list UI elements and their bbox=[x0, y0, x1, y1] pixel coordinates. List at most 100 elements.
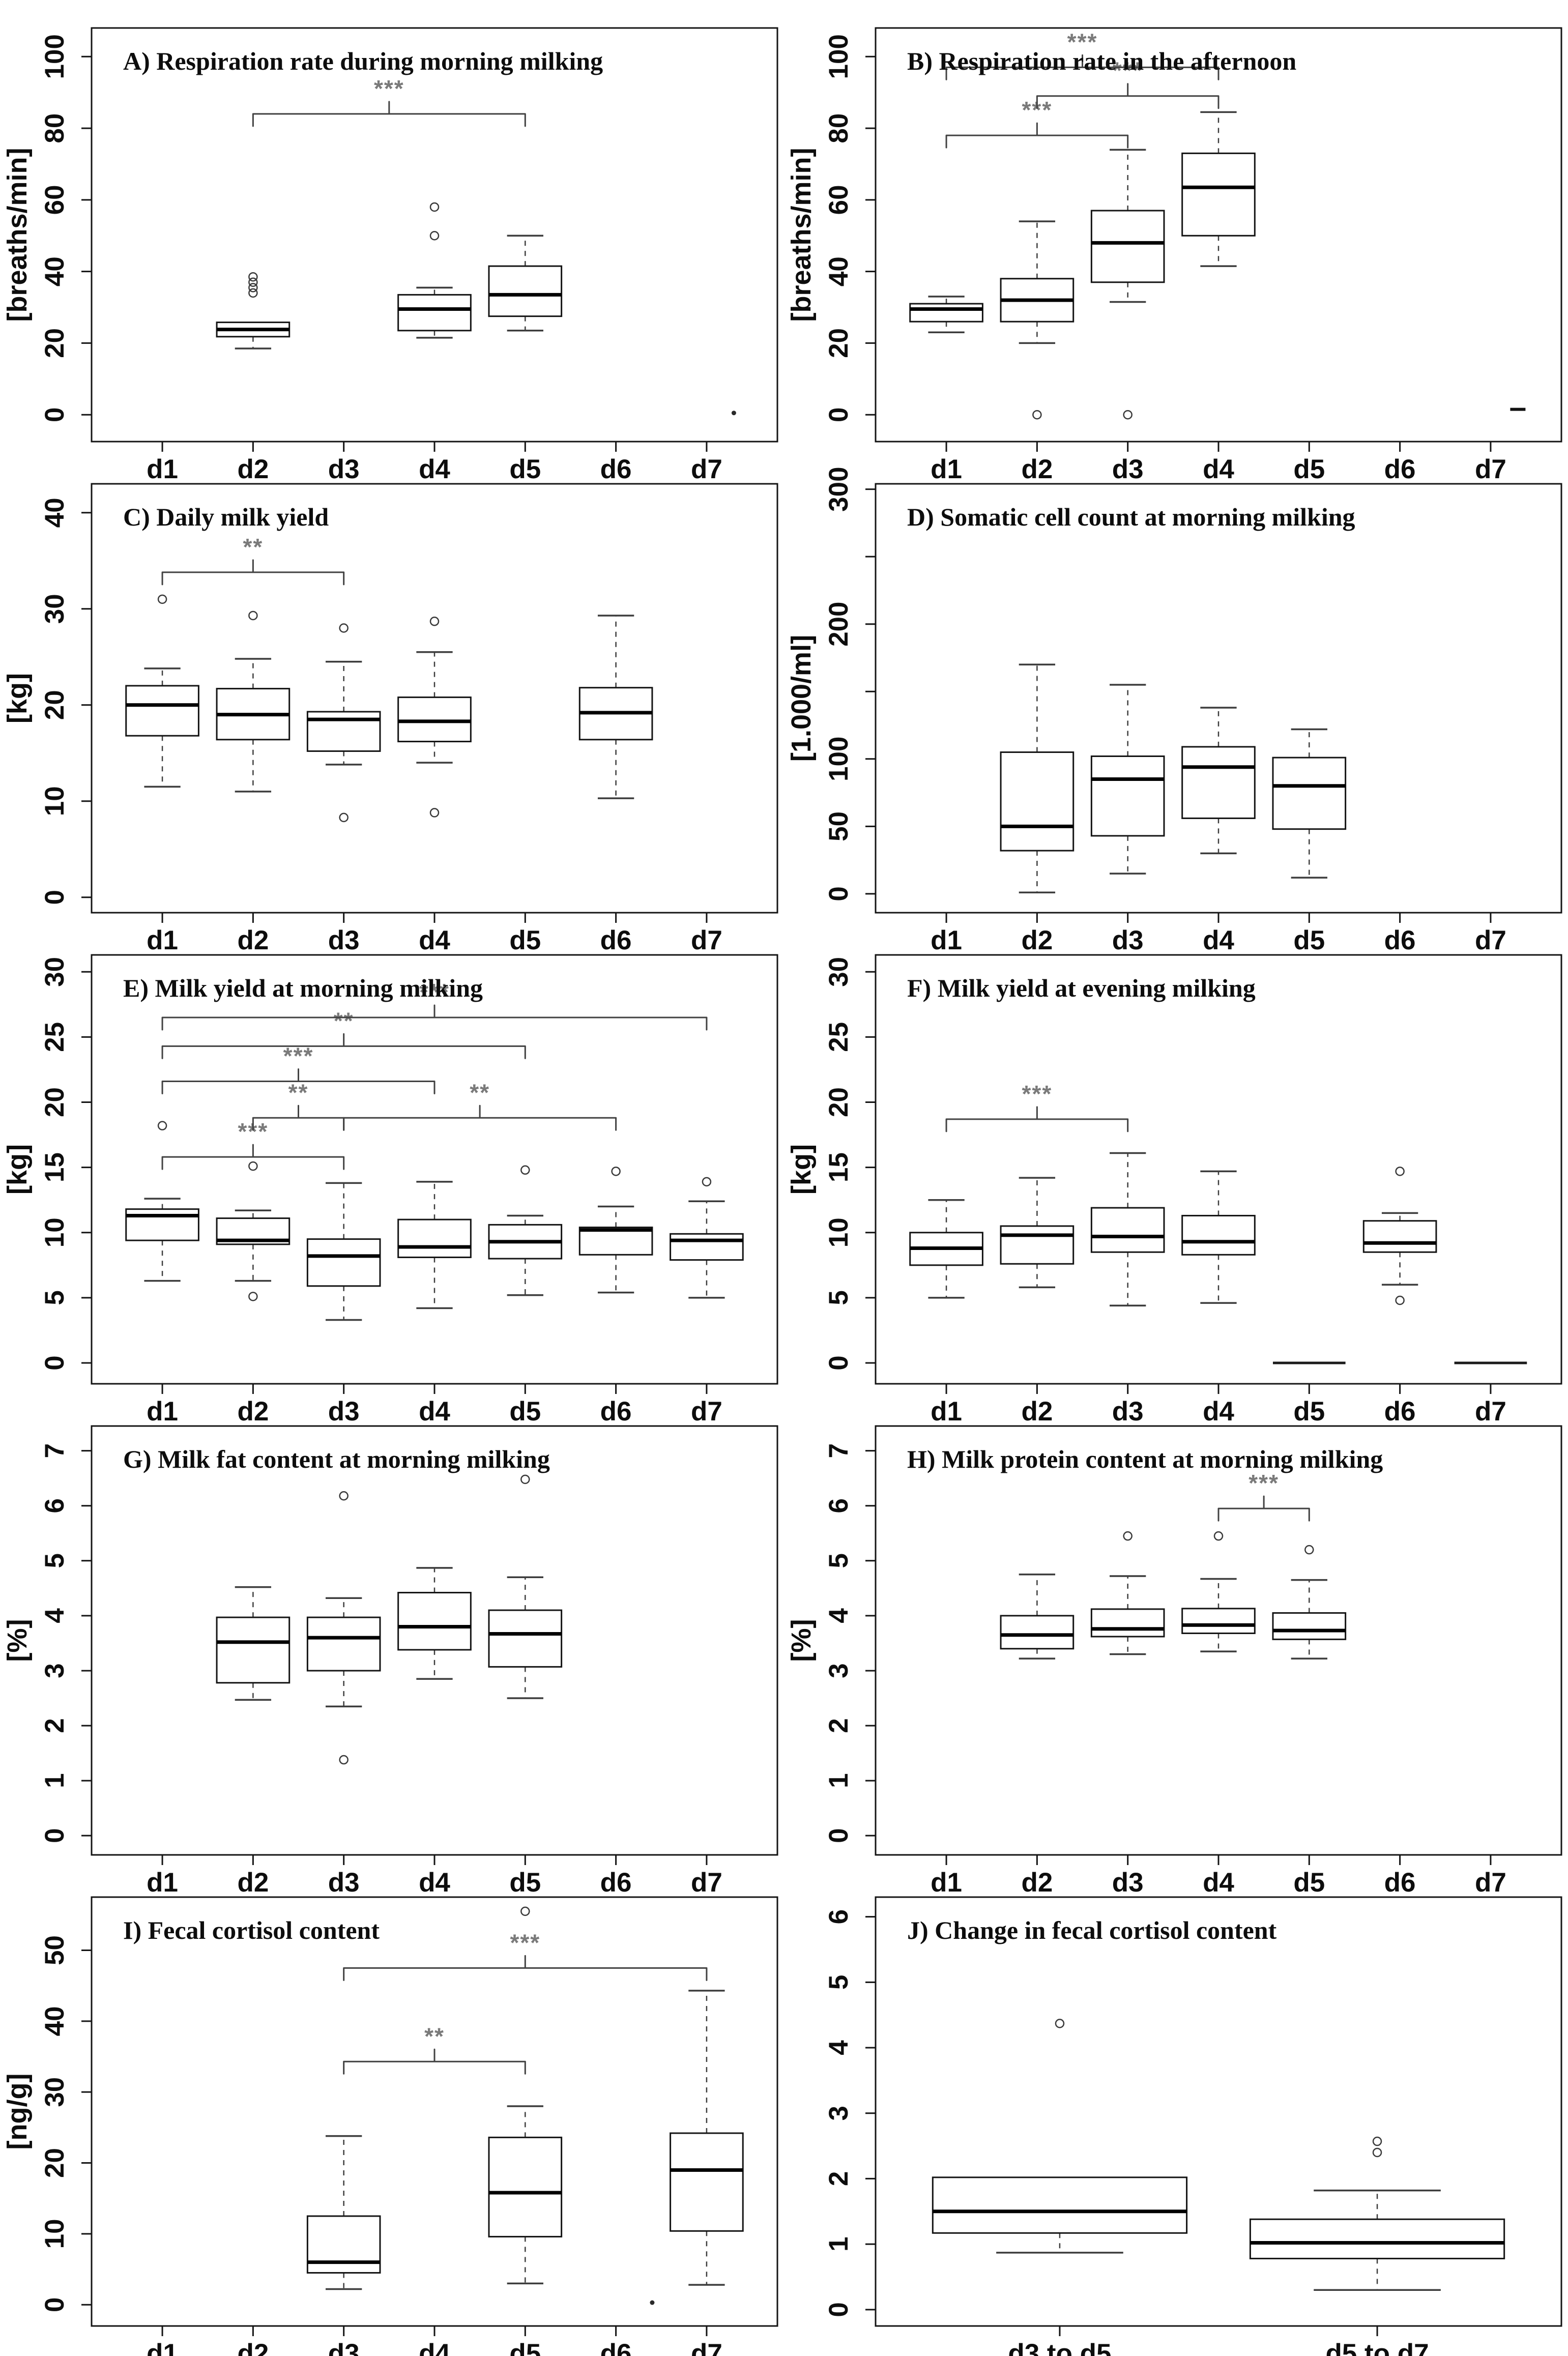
y-tick-label: 6 bbox=[824, 1498, 854, 1513]
y-tick-label: 40 bbox=[40, 2006, 70, 2036]
boxplot-d3 bbox=[1090, 1152, 1165, 1307]
y-tick-label: 5 bbox=[824, 1290, 854, 1305]
y-tick-label: 15 bbox=[824, 1152, 854, 1182]
x-tick-label: d2 bbox=[237, 925, 269, 955]
y-tick-label: 300 bbox=[824, 467, 854, 511]
x-tick-label: d1 bbox=[931, 1397, 962, 1427]
significance-bracket: ** bbox=[343, 1079, 617, 1131]
outlier-point bbox=[611, 1167, 621, 1176]
boxplot-d3 bbox=[306, 1491, 381, 1765]
iqr-box bbox=[932, 2176, 1188, 2234]
boxplot-d6 bbox=[1362, 1167, 1437, 1305]
outlier-point bbox=[1032, 410, 1042, 420]
y-axis-label: [breaths/min] bbox=[786, 148, 817, 322]
boxplot-d6 bbox=[578, 1167, 653, 1294]
y-tick-label: 2 bbox=[40, 1718, 70, 1733]
iqr-box bbox=[1090, 755, 1165, 837]
boxplot-d4 bbox=[1181, 707, 1256, 855]
y-tick-label: 10 bbox=[40, 786, 70, 816]
outlier-point bbox=[339, 812, 349, 823]
y-axis-label: [kg] bbox=[2, 1144, 33, 1195]
outlier-point bbox=[248, 610, 258, 621]
boxplot-d2 bbox=[216, 1161, 291, 1301]
panel-g-chart: 0 1 2 3 4 5 6 7 d1 d2 d3 d4 d5 d6 d7 [%] G) Milk fat con… bbox=[2, 1425, 778, 1898]
outlier-point bbox=[339, 1755, 349, 1765]
y-tick-label: 7 bbox=[40, 1443, 70, 1458]
outlier-point bbox=[248, 272, 258, 282]
y-tick-label: 6 bbox=[824, 1909, 854, 1924]
iqr-box bbox=[488, 265, 563, 317]
boxplot-d4 bbox=[1181, 1531, 1256, 1652]
y-tick-label: 40 bbox=[40, 498, 70, 528]
x-tick-label: d2 bbox=[237, 2339, 269, 2356]
outlier-point bbox=[1304, 1545, 1314, 1555]
iqr-box bbox=[1181, 746, 1256, 819]
boxplot-d5 bbox=[488, 1474, 563, 1699]
boxplot-d7 bbox=[670, 1177, 744, 1299]
iqr-box bbox=[578, 1227, 653, 1256]
y-tick-label: 100 bbox=[824, 737, 854, 781]
y-tick-label: 7 bbox=[824, 1443, 854, 1458]
outlier-point bbox=[702, 1177, 712, 1187]
x-tick-label: d6 bbox=[600, 925, 632, 955]
x-tick-label: d4 bbox=[1203, 1868, 1234, 1898]
panel-c: ** 0 10 20 30 40 d1 d2 d3 d4 d5 d6 d7 [kg] C) Daily mi… bbox=[0, 471, 784, 955]
significance-stars: ** bbox=[470, 1079, 490, 1106]
x-tick-label: d3 bbox=[328, 1397, 360, 1427]
y-tick-label: 0 bbox=[824, 886, 854, 901]
boxplot-d1 bbox=[909, 296, 983, 334]
iqr-box bbox=[1362, 1220, 1437, 1253]
bracket-line bbox=[945, 122, 1129, 149]
iqr-box bbox=[125, 685, 199, 737]
significance-bracket: *** bbox=[161, 1043, 435, 1095]
y-tick-label: 100 bbox=[824, 34, 854, 79]
x-tick-label: d7 bbox=[1475, 1397, 1506, 1427]
y-tick-label: 0 bbox=[40, 1355, 70, 1370]
y-tick-label: 0 bbox=[824, 1828, 854, 1843]
y-tick-label: 1 bbox=[824, 1773, 854, 1788]
bracket-line bbox=[252, 101, 526, 127]
y-tick-label: 5 bbox=[824, 1553, 854, 1568]
outlier-point bbox=[248, 288, 258, 298]
outlier-point bbox=[1395, 1167, 1405, 1176]
y-axis-label: [1.000/ml] bbox=[786, 635, 817, 762]
y-tick-label: 80 bbox=[824, 113, 854, 143]
bracket-line bbox=[343, 1955, 708, 1981]
iqr-box bbox=[397, 1218, 472, 1258]
boxplot-d5 bbox=[1272, 1545, 1347, 1660]
significance-bracket: *** bbox=[945, 1081, 1129, 1132]
x-tick-label: d1 bbox=[147, 1868, 178, 1898]
boxplot-d4 bbox=[397, 1567, 472, 1680]
panel-g: 0 1 2 3 4 5 6 7 d1 d2 d3 d4 d5 d6 d7 [%] G) Milk fat con… bbox=[0, 1413, 784, 1898]
y-tick-label: 60 bbox=[824, 185, 854, 215]
iqr-box bbox=[1000, 1225, 1075, 1265]
bracket-line bbox=[161, 1033, 526, 1059]
x-tick-label: d3 bbox=[328, 454, 360, 484]
outlier-point bbox=[1372, 2147, 1382, 2158]
outlier-point bbox=[429, 617, 440, 626]
y-tick-label: 0 bbox=[824, 1355, 854, 1370]
outlier-point bbox=[1123, 1531, 1133, 1541]
panel-d: 0 50 100 200 300 d1 d2 d3 d4 d5 d6 d7 [1.000/ml] D) S… bbox=[784, 467, 1568, 955]
x-tick-label: d3 bbox=[1112, 454, 1144, 484]
panel-title: A) Respiration rate during morning milki… bbox=[123, 47, 603, 75]
panel-j: 0 1 2 3 4 5 6 d3 to d5 d5 to d7 J) Change in feca… bbox=[784, 1884, 1568, 2356]
bracket-line bbox=[161, 1004, 708, 1031]
y-tick-label: 20 bbox=[40, 1087, 70, 1117]
y-tick-label: 1 bbox=[824, 2236, 854, 2251]
y-axis-label: [kg] bbox=[786, 1144, 817, 1195]
x-tick-label: d6 bbox=[1384, 1397, 1416, 1427]
x-tick-label: d7 bbox=[691, 454, 722, 484]
y-tick-label: 20 bbox=[824, 1087, 854, 1117]
panel-j-chart: 0 1 2 3 4 5 6 d3 to d5 d5 to d7 J) Change in feca… bbox=[824, 1896, 1562, 2356]
significance-bracket: ** bbox=[252, 1079, 345, 1131]
x-tick-label: d2 bbox=[1021, 1397, 1053, 1427]
iqr-box bbox=[1249, 2218, 1505, 2259]
x-tick-label: d7 bbox=[691, 1397, 722, 1427]
significance-stars: *** bbox=[1248, 1470, 1279, 1496]
boxplot-d3 bbox=[1090, 149, 1165, 420]
outlier-point bbox=[248, 1161, 258, 1171]
